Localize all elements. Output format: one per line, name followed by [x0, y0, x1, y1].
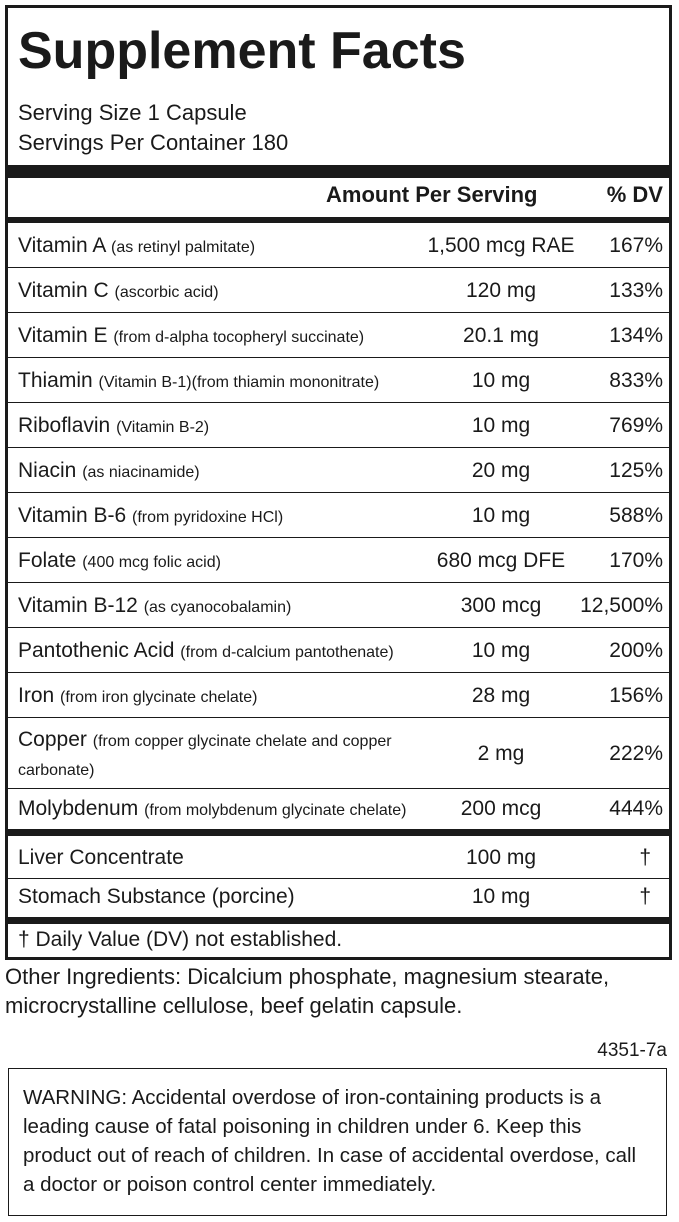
nutrient-row: Folate (400 mcg folic acid) 680 mcg DFE … [8, 538, 669, 583]
nutrient-dv: 833% [609, 369, 663, 392]
nutrient-dv: 156% [609, 684, 663, 707]
nutrient-name: Vitamin A (as retinyl palmitate) [18, 234, 256, 257]
nutrient-name: Molybdenum (from molybdenum glycinate ch… [18, 797, 407, 820]
nutrient-dv: 12,500% [580, 594, 663, 617]
nutrient-amount: 20 mg [471, 459, 531, 482]
nutrient-row: Niacin (as niacinamide) 20 mg 125% [8, 448, 669, 493]
nutrient-row: Iron (from iron glycinate chelate) 28 mg… [8, 673, 669, 718]
dv-header: % DV [606, 182, 663, 207]
other-nutrient-dv: † [639, 846, 651, 869]
nutrient-dv: 222% [609, 742, 663, 765]
nutrient-dv: 444% [609, 797, 663, 820]
warning-text: WARNING: Accidental overdose of iron-con… [23, 1086, 637, 1196]
nutrient-name: Copper (from copper glycinate chelate an… [18, 728, 392, 779]
nutrient-name: Vitamin E (from d-alpha tocopheryl succi… [18, 324, 365, 347]
medium-divider [8, 217, 669, 223]
nutrient-name: Vitamin B-12 (as cyanocobalamin) [18, 594, 292, 617]
panel-title: Supplement Facts [18, 22, 466, 80]
nutrient-amount: 1,500 mcg RAE [427, 234, 575, 257]
thick-divider-top [8, 165, 669, 178]
other-nutrient-amount: 10 mg [471, 885, 531, 908]
nutrient-dv: 170% [609, 549, 663, 572]
nutrient-dv: 133% [609, 279, 663, 302]
other-nutrient-amount: 100 mg [465, 846, 537, 869]
supplement-facts-panel: Supplement Facts Serving Size 1 Capsule … [5, 5, 672, 960]
nutrient-name: Niacin (as niacinamide) [18, 459, 200, 482]
other-nutrient-name: Liver Concentrate [18, 846, 184, 869]
nutrient-amount: 10 mg [471, 504, 531, 527]
amount-per-serving-header: Amount Per Serving [326, 182, 538, 207]
nutrient-dv: 167% [609, 234, 663, 257]
nutrient-name: Vitamin C (ascorbic acid) [18, 279, 219, 302]
nutrient-amount: 2 mg [477, 742, 525, 765]
nutrient-row: Copper (from copper glycinate chelate an… [8, 718, 669, 789]
nutrient-row: Vitamin B-6 (from pyridoxine HCl) 10 mg … [8, 493, 669, 538]
nutrient-name: Thiamin (Vitamin B-1)(from thiamin monon… [18, 369, 380, 392]
other-nutrient-row: Stomach Substance (porcine) 10 mg † [8, 879, 669, 917]
other-ingredients: Other Ingredients: Dicalcium phosphate, … [5, 964, 610, 1018]
nutrient-amount: 10 mg [471, 414, 531, 437]
nutrient-row: Vitamin C (ascorbic acid) 120 mg 133% [8, 268, 669, 313]
nutrient-row: Thiamin (Vitamin B-1)(from thiamin monon… [8, 358, 669, 403]
medium-divider-2 [8, 829, 669, 836]
product-code: 4351-7a [597, 1040, 667, 1061]
nutrient-amount: 28 mg [471, 684, 531, 707]
other-nutrient-name: Stomach Substance (porcine) [18, 885, 295, 908]
nutrient-row: Pantothenic Acid (from d-calcium pantoth… [8, 628, 669, 673]
other-nutrient-dv: † [639, 885, 651, 908]
warning-box: WARNING: Accidental overdose of iron-con… [8, 1068, 667, 1216]
nutrient-row: Molybdenum (from molybdenum glycinate ch… [8, 789, 669, 829]
nutrient-amount: 300 mcg [460, 594, 542, 617]
nutrient-amount: 20.1 mg [463, 324, 539, 347]
other-nutrient-row: Liver Concentrate 100 mg † [8, 836, 669, 879]
nutrient-name: Iron (from iron glycinate chelate) [18, 684, 258, 707]
medium-divider-3 [8, 917, 669, 924]
nutrient-row: Riboflavin (Vitamin B-2) 10 mg 769% [8, 403, 669, 448]
nutrient-dv: 134% [609, 324, 663, 347]
nutrient-amount: 10 mg [471, 639, 531, 662]
servings-per-container: Servings Per Container 180 [18, 130, 289, 155]
nutrient-row: Vitamin E (from d-alpha tocopheryl succi… [8, 313, 669, 358]
nutrient-name: Folate (400 mcg folic acid) [18, 549, 221, 572]
nutrient-dv: 588% [609, 504, 663, 527]
nutrient-name: Riboflavin (Vitamin B-2) [18, 414, 210, 437]
nutrient-dv: 200% [609, 639, 663, 662]
nutrient-name: Pantothenic Acid (from d-calcium pantoth… [18, 639, 394, 662]
footnote: † Daily Value (DV) not established. [18, 928, 343, 951]
nutrient-dv: 125% [609, 459, 663, 482]
nutrient-amount: 10 mg [471, 369, 531, 392]
nutrient-amount: 200 mcg [460, 797, 542, 820]
nutrient-amount: 120 mg [465, 279, 537, 302]
nutrient-name: Vitamin B-6 (from pyridoxine HCl) [18, 504, 284, 527]
nutrient-dv: 769% [609, 414, 663, 437]
nutrient-row: Vitamin B-12 (as cyanocobalamin) 300 mcg… [8, 583, 669, 628]
nutrient-row: Vitamin A (as retinyl palmitate) 1,500 m… [8, 223, 669, 268]
nutrient-amount: 680 mcg DFE [436, 549, 566, 572]
serving-size: Serving Size 1 Capsule [18, 100, 247, 125]
